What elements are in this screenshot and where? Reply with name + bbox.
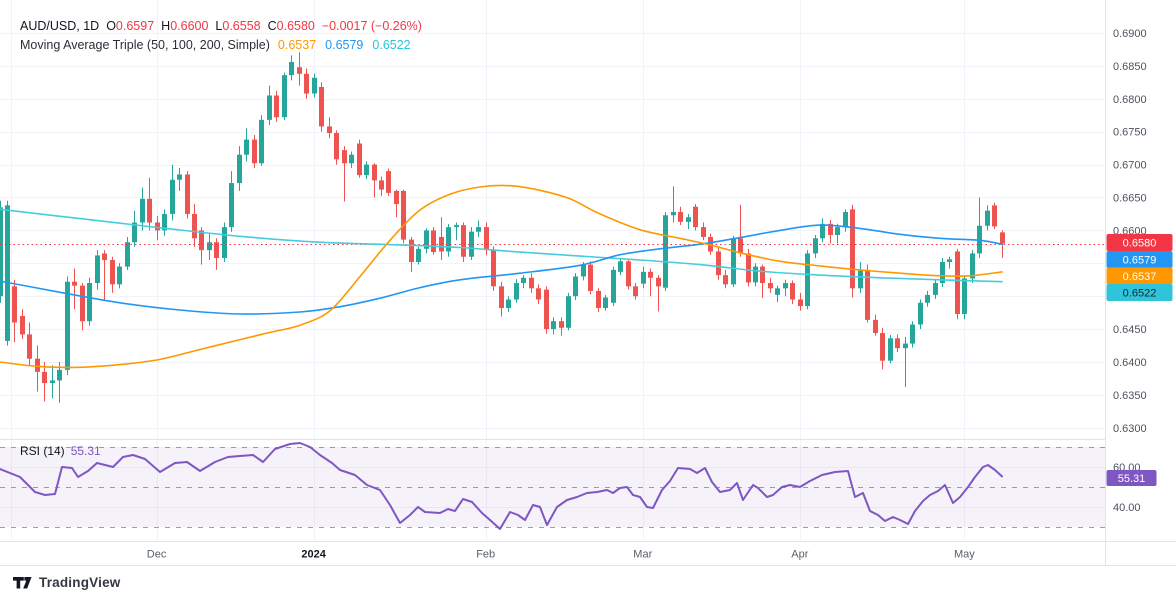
tradingview-icon — [13, 576, 32, 588]
pane-separators — [0, 0, 1176, 566]
time-axis-label: Mar — [633, 549, 652, 561]
price-axis-label: 0.6650 — [1113, 193, 1147, 205]
time-axis-label: Feb — [476, 549, 495, 561]
low-value: L0.6558 — [215, 19, 261, 33]
rsi-axis-label: 40.00 — [1113, 502, 1141, 514]
close-value: C0.6580 — [267, 19, 315, 33]
price-badge — [1106, 251, 1173, 268]
price-badge — [1106, 267, 1173, 285]
price-badge — [1106, 284, 1173, 301]
price-axis-label: 0.6300 — [1113, 423, 1147, 435]
chart-legend: AUD/USD, 1D O0.6597 H0.6600 L0.6558 C0.6580−… — [20, 17, 422, 55]
price-axis-label: 0.6850 — [1113, 61, 1147, 73]
ma-line-50[interactable] — [0, 184, 1003, 369]
price-axis-label: 0.6750 — [1113, 127, 1147, 139]
high-value: H0.6600 — [161, 19, 209, 33]
price-axis-label: 0.6800 — [1113, 94, 1147, 106]
price-badge-value: 0.6537 — [1123, 271, 1157, 283]
rsi-value: 55.31 — [70, 444, 101, 458]
price-badge — [1106, 234, 1173, 251]
rsi-title: RSI (14) — [20, 444, 65, 458]
ma50-value: 0.6537 — [277, 38, 317, 52]
logo-text: TradingView — [39, 575, 121, 590]
rsi-line[interactable] — [0, 442, 1003, 530]
price-change: −0.0017 (−0.26%) — [321, 19, 422, 33]
rsi-legend-row[interactable]: RSI (14) 55.31 — [20, 444, 101, 458]
grid-lines — [0, 0, 1105, 541]
ma-line-200[interactable] — [0, 208, 1003, 283]
ma100-value: 0.6579 — [325, 38, 364, 52]
ma-line-100[interactable] — [0, 224, 1003, 315]
ma200-value: 0.6522 — [372, 38, 411, 52]
indicator-legend-row[interactable]: Moving Average Triple (50, 100, 200, Sim… — [20, 36, 422, 55]
price-axis-label: 0.6400 — [1113, 357, 1147, 369]
time-axis-label: 2024 — [301, 549, 326, 561]
indicator-title: Moving Average Triple (50, 100, 200, Sim… — [20, 38, 270, 52]
price-badge-value: 0.6522 — [1123, 288, 1157, 300]
tradingview-logo[interactable]: TradingView — [13, 575, 120, 590]
price-axis-label: 0.6450 — [1113, 324, 1147, 336]
time-axis-label: Dec — [147, 549, 167, 561]
price-badge-value: 0.6580 — [1123, 238, 1157, 250]
open-value: O0.6597 — [106, 19, 155, 33]
time-axis-label: May — [954, 549, 975, 561]
symbol-title: AUD/USD, 1D — [20, 19, 100, 33]
price-axis-label: 0.6900 — [1113, 28, 1147, 40]
rsi-badge — [1106, 470, 1157, 486]
symbol-legend-row[interactable]: AUD/USD, 1D O0.6597 H0.6600 L0.6558 C0.6580−… — [20, 17, 422, 36]
price-axis-label: 0.6700 — [1113, 160, 1147, 172]
rsi-badge-value: 55.31 — [1118, 473, 1146, 485]
price-badge-value: 0.6579 — [1123, 255, 1157, 267]
price-axis-label: 0.6350 — [1113, 390, 1147, 402]
time-axis-label: Apr — [791, 549, 808, 561]
price-axis[interactable]: 0.69000.68500.68000.67500.67000.66500.66… — [1106, 28, 1173, 514]
time-axis[interactable]: Dec 2024 Feb Mar Apr May — [147, 549, 976, 561]
